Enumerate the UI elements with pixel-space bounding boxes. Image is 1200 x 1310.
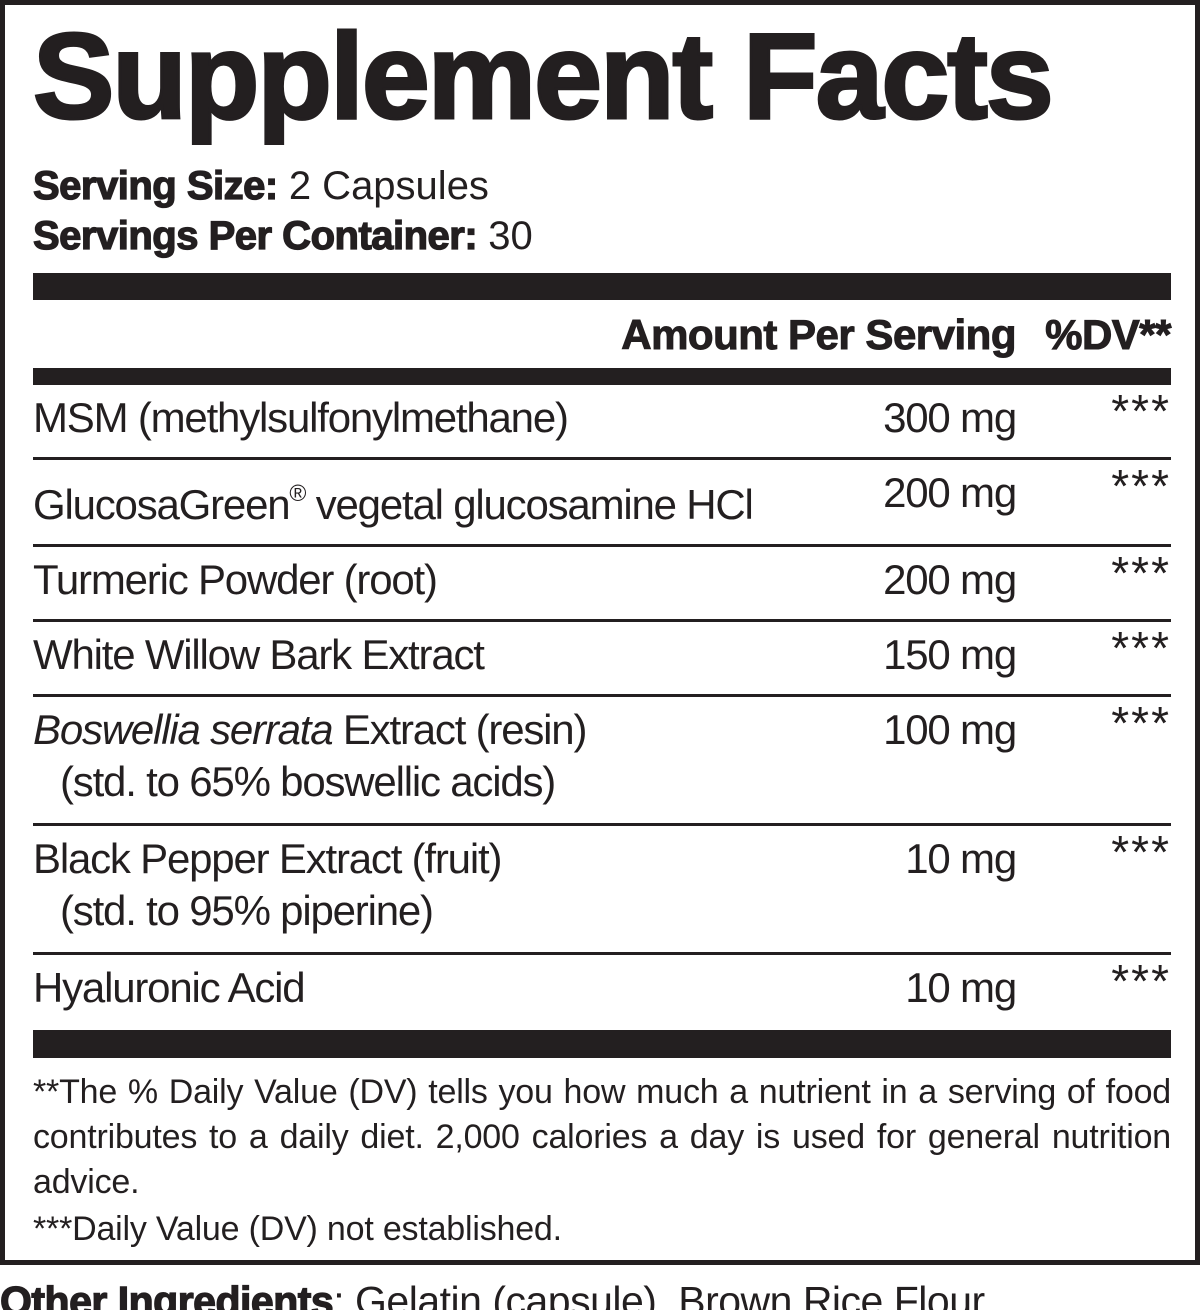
- other-ingredients-value: Gelatin (capsule), Brown Rice Flour.: [355, 1278, 994, 1310]
- table-row: MSM (methylsulfonylmethane) 300 mg ***: [33, 385, 1171, 460]
- ingredient-dv: ***: [1111, 697, 1171, 749]
- dv-header: %DV**: [1045, 311, 1172, 358]
- servings-per-container-line: Servings Per Container: 30: [32, 211, 1171, 261]
- supplement-facts-panel: Supplement Facts Serving Size: 2 Capsule…: [0, 0, 1200, 1265]
- ingredient-amount: 10 mg: [905, 835, 1017, 882]
- serving-size-line: Serving Size: 2 Capsules: [32, 161, 1171, 211]
- divider-bar-header: [33, 368, 1171, 385]
- ingredient-amount: 200 mg: [883, 469, 1017, 516]
- amount-per-serving-header: Amount Per Serving: [621, 311, 1017, 358]
- ingredient-dv: ***: [1111, 955, 1171, 1007]
- divider-bar-footer: [33, 1030, 1171, 1058]
- table-row-main: Turmeric Powder (root) 200 mg ***: [33, 549, 1171, 604]
- ingredient-name-rest: vegetal glucosamine HCl: [305, 481, 754, 528]
- table-row-main: Boswellia serrata Extract (resin) 100 mg…: [33, 699, 1171, 754]
- table-row-main: GlucosaGreen® vegetal glucosamine HCl 20…: [33, 462, 1171, 529]
- ingredient-latin-name: Boswellia serrata: [33, 706, 334, 753]
- table-row: Boswellia serrata Extract (resin) 100 mg…: [33, 697, 1171, 826]
- serving-size-value: 2 Capsules: [277, 164, 489, 208]
- other-ingredients-label: Other Ingredients: [0, 1277, 334, 1310]
- other-ingredients-separator: :: [333, 1278, 356, 1310]
- panel-title: Supplement Facts: [32, 8, 1056, 144]
- table-row-main: Black Pepper Extract (fruit) 10 mg ***: [33, 828, 1171, 883]
- ingredient-dv: ***: [1111, 385, 1171, 437]
- ingredient-name: Hyaluronic Acid: [33, 964, 306, 1011]
- table-row-main: Hyaluronic Acid 10 mg ***: [33, 957, 1171, 1012]
- ingredient-amount: 150 mg: [883, 631, 1017, 678]
- table-row-main: MSM (methylsulfonylmethane) 300 mg ***: [33, 387, 1171, 442]
- servings-per-container-label: Servings Per Container:: [32, 213, 478, 258]
- ingredient-name: White Willow Bark Extract: [33, 631, 485, 678]
- table-row-main: White Willow Bark Extract 150 mg ***: [33, 624, 1171, 679]
- ingredient-amount: 300 mg: [883, 394, 1017, 441]
- ingredient-dv: ***: [1111, 547, 1171, 599]
- ingredient-dv: ***: [1111, 826, 1171, 878]
- ingredient-name: Boswellia serrata Extract (resin): [33, 706, 866, 754]
- ingredient-name: MSM (methylsulfonylmethane): [33, 394, 569, 441]
- other-ingredients-line: Other Ingredients: Gelatin (capsule), Br…: [0, 1277, 1200, 1310]
- ingredient-name: Turmeric Powder (root): [33, 556, 438, 603]
- ingredient-name: Black Pepper Extract (fruit): [33, 835, 502, 882]
- ingredient-brand-name: GlucosaGreen: [33, 481, 291, 528]
- ingredient-amount: 200 mg: [883, 556, 1017, 603]
- ingredient-dv: ***: [1111, 460, 1171, 512]
- not-established-footnote: ***Daily Value (DV) not established.: [33, 1210, 562, 1248]
- ingredient-dv: ***: [1111, 622, 1171, 674]
- table-row: Black Pepper Extract (fruit) 10 mg *** (…: [33, 826, 1171, 955]
- table-row: Turmeric Powder (root) 200 mg ***: [33, 547, 1171, 622]
- ingredient-name-rest: Extract (resin): [332, 706, 588, 753]
- table-row: White Willow Bark Extract 150 mg ***: [33, 622, 1171, 697]
- ingredient-standardization-note: (std. to 65% boswellic acids): [60, 758, 556, 805]
- servings-per-container-value: 30: [477, 214, 533, 258]
- table-header-row: Amount Per Serving %DV**: [33, 300, 1172, 368]
- serving-size-label: Serving Size:: [32, 163, 279, 208]
- divider-bar-top: [33, 273, 1171, 300]
- daily-value-footnote: **The % Daily Value (DV) tells you how m…: [33, 1073, 1171, 1201]
- ingredient-amount: 100 mg: [883, 706, 1017, 753]
- ingredient-standardization-note: (std. to 95% piperine): [60, 887, 434, 934]
- registered-trademark-icon: ®: [289, 480, 306, 506]
- ingredient-name: GlucosaGreen® vegetal glucosamine HCl: [33, 469, 866, 529]
- table-row: Hyaluronic Acid 10 mg ***: [33, 955, 1171, 1030]
- table-row: GlucosaGreen® vegetal glucosamine HCl 20…: [33, 460, 1171, 547]
- ingredient-amount: 10 mg: [905, 964, 1017, 1011]
- serving-info: Serving Size: 2 Capsules Servings Per Co…: [32, 161, 1171, 261]
